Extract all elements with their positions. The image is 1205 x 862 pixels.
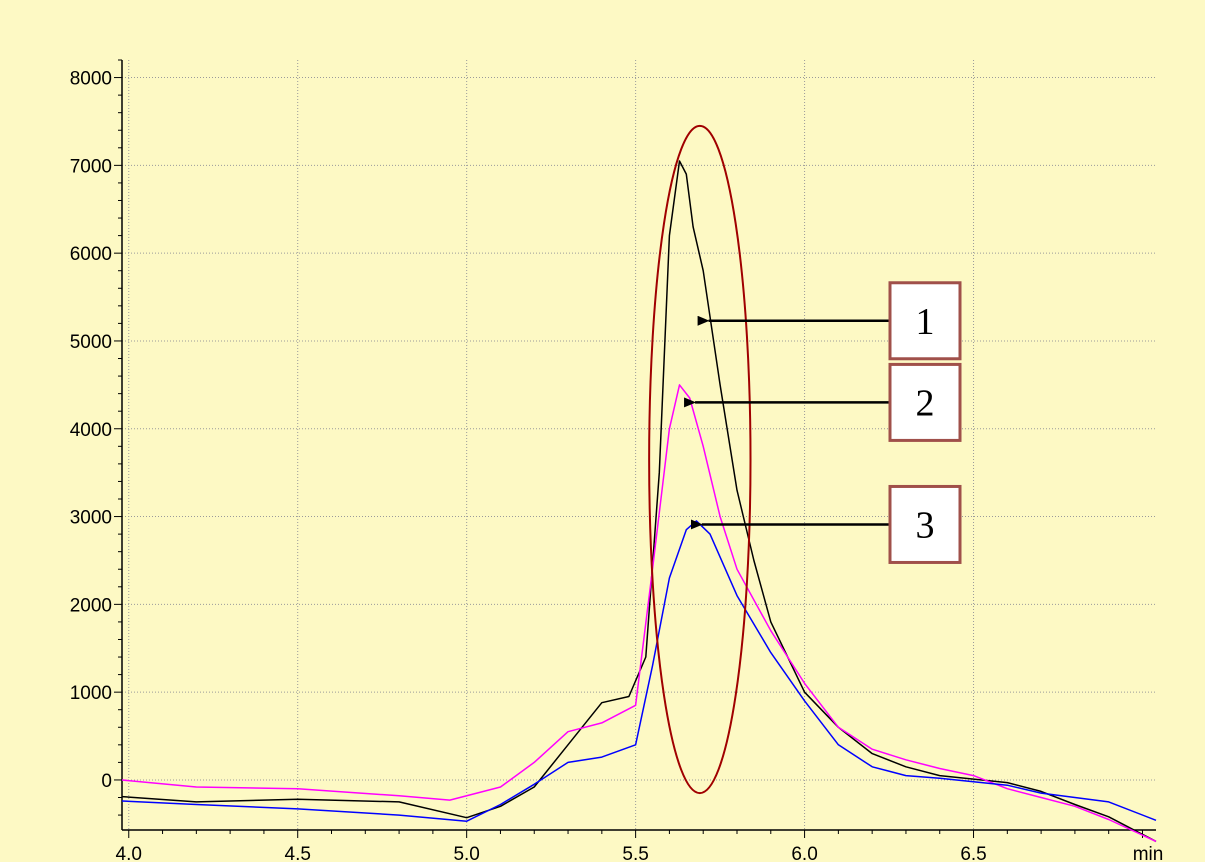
y-tick-label: 1000 (70, 683, 112, 704)
series-line-1 (121, 160, 1157, 843)
x-unit-label: min (1133, 844, 1164, 862)
annotation-layer: 1 2 3 (648, 124, 962, 795)
y-tick-label: 4000 (70, 420, 112, 441)
y-tick-label: 0 (101, 771, 112, 792)
annotation-label-2: 2 (916, 382, 935, 424)
y-tick-label: 6000 (70, 244, 112, 265)
annotation-box-3 (888, 484, 962, 564)
series-line-2 (121, 384, 1157, 843)
series-line-3 (121, 520, 1157, 822)
tick-labels: 0 1000 2000 3000 4000 5000 6000 7000 8000 4.0 4.5 5… (70, 69, 1164, 862)
annotation-box-1 (888, 281, 962, 361)
y-tick-label: 7000 (70, 156, 112, 177)
x-tick-label: 5.0 (453, 844, 479, 862)
series-layer (121, 160, 1157, 843)
y-tick-label: 3000 (70, 508, 112, 529)
axes (114, 59, 1156, 838)
x-tick-label: 6.5 (960, 844, 986, 862)
x-tick-label: 4.0 (116, 844, 142, 862)
x-tick-label: 6.0 (791, 844, 817, 862)
x-tick-label: 5.5 (622, 844, 648, 862)
annotation-label-3: 3 (916, 504, 935, 546)
y-tick-label: 8000 (70, 69, 112, 90)
highlight-ellipse (648, 124, 752, 795)
y-tick-label: 5000 (70, 332, 112, 353)
annotation-box-2 (888, 362, 962, 442)
y-tick-label: 2000 (70, 595, 112, 616)
x-tick-label: 4.5 (285, 844, 311, 862)
grid (122, 60, 1156, 830)
annotation-label-1: 1 (916, 301, 935, 343)
